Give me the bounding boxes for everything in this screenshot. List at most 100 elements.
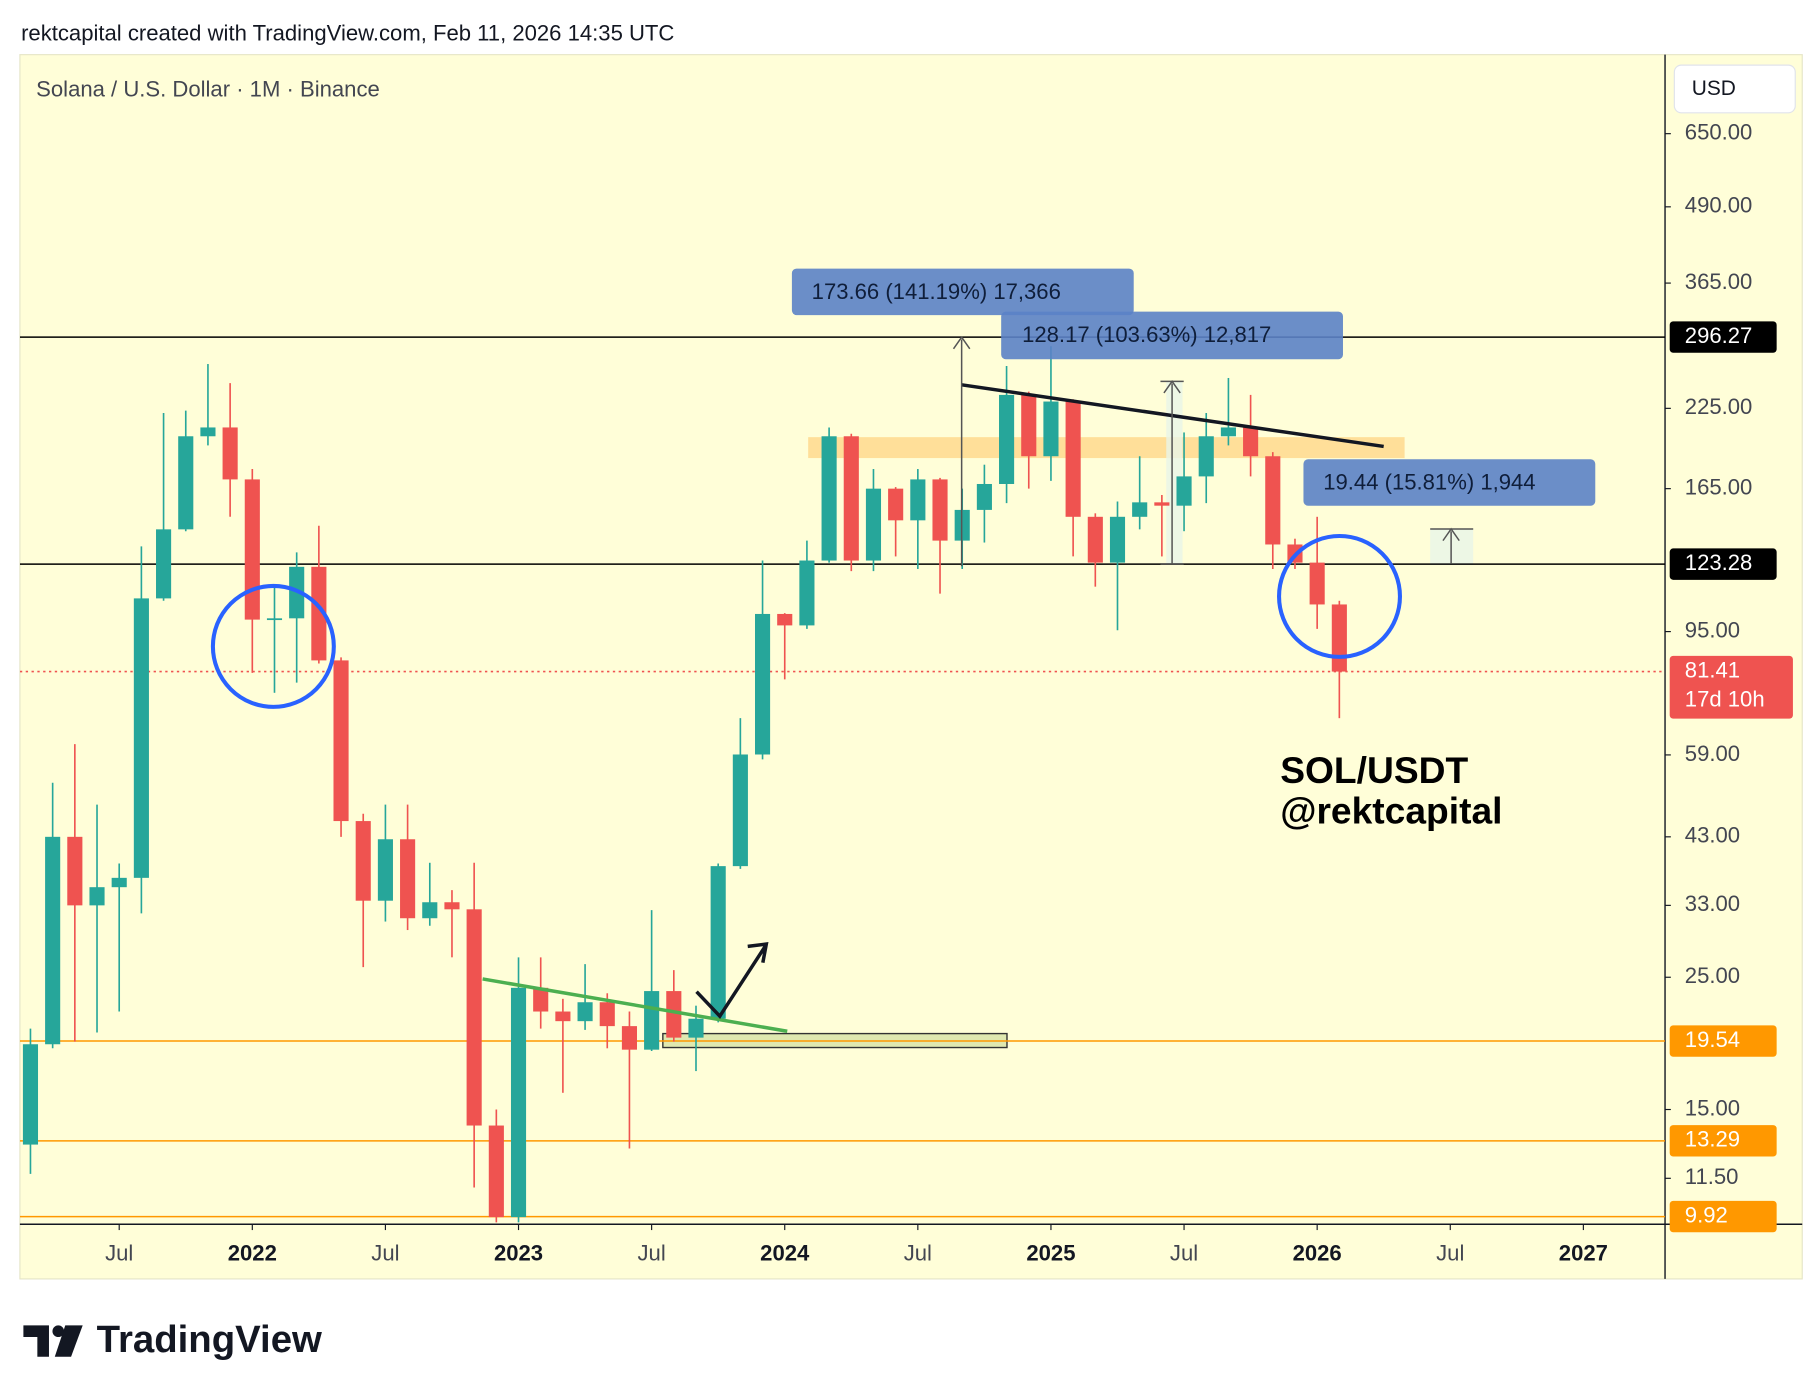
price-label-box	[1669, 1125, 1777, 1157]
y-tick-label: 490.00	[1685, 193, 1753, 218]
y-tick-label: 225.00	[1685, 394, 1753, 419]
watermark: @rektcapital	[1280, 790, 1502, 832]
candle-body	[1109, 516, 1126, 563]
y-tick-label: 95.00	[1685, 617, 1740, 642]
candle-body	[311, 566, 327, 661]
y-tick-label: 43.00	[1685, 823, 1740, 848]
x-tick-label: Jul	[1436, 1240, 1464, 1265]
candle-body	[910, 479, 926, 521]
candle-body	[644, 991, 660, 1050]
x-tick-label: 2023	[494, 1240, 543, 1265]
y-tick-label: 650.00	[1685, 119, 1753, 144]
candle-body	[732, 754, 748, 867]
candle-body	[333, 660, 349, 822]
candle-body	[1065, 401, 1081, 517]
candle-body	[156, 529, 172, 599]
candle-body	[45, 836, 61, 1045]
candle-body	[111, 877, 127, 888]
candle-body	[266, 618, 283, 621]
measure-label-box	[1001, 311, 1343, 360]
candle-body	[244, 479, 260, 620]
candle-body	[688, 1018, 704, 1038]
measure-label: 173.66 (141.19%) 17,366	[812, 279, 1061, 304]
arrow	[695, 942, 769, 1019]
candle-body	[488, 1125, 504, 1218]
candle-body	[777, 613, 793, 626]
price-label: 13.29	[1685, 1127, 1740, 1152]
measure-shade	[1166, 381, 1183, 564]
x-tick-label: 2024	[760, 1240, 810, 1265]
y-tick-label: 25.00	[1685, 963, 1740, 988]
candle-body	[976, 483, 992, 510]
candle-body	[444, 902, 460, 910]
brand-logo	[23, 1325, 83, 1357]
candle-body	[821, 436, 837, 561]
countdown: 17d 10h	[1685, 686, 1765, 711]
y-tick-label: 15.00	[1685, 1095, 1740, 1120]
y-tick-label: 59.00	[1685, 741, 1740, 766]
price-label-box	[1669, 548, 1777, 580]
candle-body	[67, 836, 83, 906]
chart-area	[19, 54, 1803, 1280]
candle-body	[1176, 476, 1192, 506]
trendline	[482, 977, 788, 1033]
x-tick-label: Jul	[371, 1240, 399, 1265]
candle-body	[377, 839, 393, 901]
candle-body	[1154, 502, 1170, 506]
x-tick-label: Jul	[105, 1240, 133, 1265]
price-label-box	[1669, 655, 1793, 719]
candle-body	[555, 1011, 571, 1022]
chart-title: Solana / U.S. Dollar · 1M · Binance	[36, 77, 380, 102]
price-label-box	[1669, 321, 1777, 353]
candle-body	[754, 613, 771, 755]
candle-body	[577, 1002, 593, 1022]
x-tick-label: 2027	[1559, 1240, 1608, 1265]
resistance-zone	[808, 437, 1405, 459]
price-label: 123.28	[1685, 550, 1753, 575]
x-tick-label: 2025	[1026, 1240, 1075, 1265]
candle-body	[466, 909, 482, 1126]
measure-arrow	[1430, 527, 1474, 564]
price-label: 19.54	[1685, 1027, 1740, 1052]
x-tick-label: 2022	[228, 1240, 277, 1265]
axes: 650.00 490.00 365.00 225.00 165.00 95.00 59.00…	[105, 119, 1793, 1265]
candle-body	[1309, 562, 1325, 605]
candle-body	[1265, 456, 1281, 545]
candle-body	[222, 427, 238, 480]
x-tick-label: Jul	[904, 1240, 932, 1265]
candle-body	[1331, 604, 1347, 672]
candle-body	[1021, 394, 1037, 457]
measure-arrow	[1160, 380, 1184, 565]
candle-body	[999, 394, 1015, 484]
currency-box[interactable]	[1673, 64, 1796, 114]
price-label: 296.27	[1685, 323, 1753, 348]
candle-body	[22, 1044, 39, 1145]
candle-body	[1043, 401, 1059, 457]
candle-body	[1087, 516, 1103, 563]
overlay	[210, 335, 1474, 1033]
candles	[22, 346, 1347, 1223]
x-tick-label: Jul	[638, 1240, 666, 1265]
price-lines	[19, 336, 1666, 1218]
y-tick-label: 165.00	[1685, 474, 1753, 499]
x-tick-label: 2026	[1293, 1240, 1342, 1265]
watermark: SOL/USDT	[1280, 749, 1468, 791]
candle-body	[355, 821, 371, 901]
candle-body	[1220, 427, 1236, 437]
measure-label: 19.44 (15.81%) 1,944	[1323, 469, 1535, 494]
candle-body	[888, 488, 904, 521]
measure-arrow	[952, 335, 971, 567]
price-label-box	[1669, 1025, 1777, 1057]
price-label: 81.41	[1685, 657, 1740, 682]
candle-body	[422, 902, 438, 919]
candle-body	[89, 887, 105, 906]
x-tick-label: Jul	[1170, 1240, 1198, 1265]
header: rektcapital created with TradingView.com…	[21, 21, 674, 46]
measure-label-box	[1303, 459, 1596, 506]
candle-body	[865, 488, 882, 561]
y-tick-label: 11.50	[1685, 1164, 1739, 1189]
price-label-box	[1669, 1200, 1777, 1233]
highlight-circle	[1277, 533, 1402, 659]
